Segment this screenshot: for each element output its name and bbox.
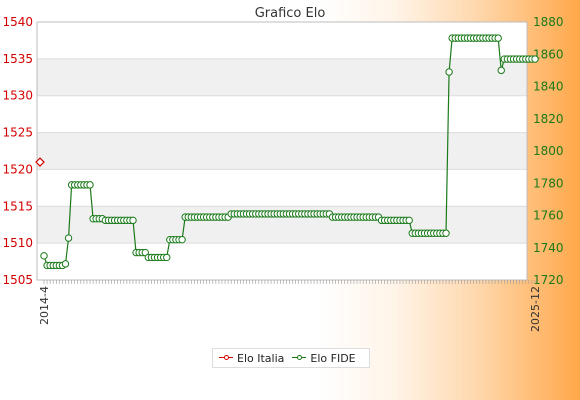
point-elo-fide xyxy=(86,181,94,189)
elo-italia-swatch xyxy=(219,353,233,363)
y-right-tick-label: 1800 xyxy=(533,144,564,158)
y-left-tick-label: 1525 xyxy=(2,126,33,140)
chart-title: Grafico Elo xyxy=(255,6,326,21)
y-left-tick-label: 1510 xyxy=(2,236,33,250)
y-right-tick-label: 1780 xyxy=(533,176,564,190)
legend-label-elo-fide: Elo FIDE xyxy=(310,351,356,365)
y-left-tick-label: 1535 xyxy=(2,52,33,66)
point-elo-fide xyxy=(405,216,413,225)
x-label-end: 2025-12 xyxy=(529,286,542,332)
point-elo-fide xyxy=(531,55,539,63)
y-right-tick-label: 1880 xyxy=(533,15,564,29)
point-elo-fide xyxy=(178,235,186,244)
y-right-tick-label: 1760 xyxy=(533,209,564,223)
point-elo-italia xyxy=(35,157,45,167)
y-left-tick-label: 1505 xyxy=(2,273,33,287)
legend: Elo Italia Elo FIDE xyxy=(212,348,370,368)
plot-frame xyxy=(36,21,528,281)
y-left-tick-label: 1520 xyxy=(2,162,33,176)
y-right-tick-label: 1740 xyxy=(533,241,564,255)
point-elo-fide xyxy=(497,66,505,75)
y-right-tick-label: 1860 xyxy=(533,47,564,61)
plot-band xyxy=(37,132,527,170)
y-left-tick-label: 1515 xyxy=(2,199,33,213)
point-elo-fide xyxy=(163,253,171,262)
plot-band xyxy=(37,22,527,59)
point-elo-fide xyxy=(61,260,70,268)
point-elo-fide xyxy=(64,234,73,242)
point-elo-fide xyxy=(40,252,48,260)
y-left-tick-label: 1540 xyxy=(2,15,33,29)
y-right-tick-label: 1720 xyxy=(533,273,564,287)
plot-band xyxy=(37,95,527,133)
point-elo-fide xyxy=(442,229,450,237)
point-elo-fide xyxy=(129,216,137,225)
point-elo-fide xyxy=(494,34,502,42)
x-label-start: 2014-4 xyxy=(38,286,51,325)
plot-band xyxy=(37,243,527,280)
y-right-tick-label: 1840 xyxy=(533,80,564,94)
point-elo-fide xyxy=(445,68,453,76)
elo-fide-swatch xyxy=(292,353,307,363)
legend-item-elo-italia[interactable]: Elo Italia xyxy=(219,352,284,365)
y-left-tick-label: 1530 xyxy=(2,89,33,103)
plot-band xyxy=(37,169,527,207)
legend-item-elo-fide[interactable]: Elo FIDE xyxy=(292,351,356,365)
plot-band xyxy=(37,58,527,96)
legend-label-elo-italia: Elo Italia xyxy=(237,351,285,365)
y-right-tick-label: 1820 xyxy=(533,112,564,126)
